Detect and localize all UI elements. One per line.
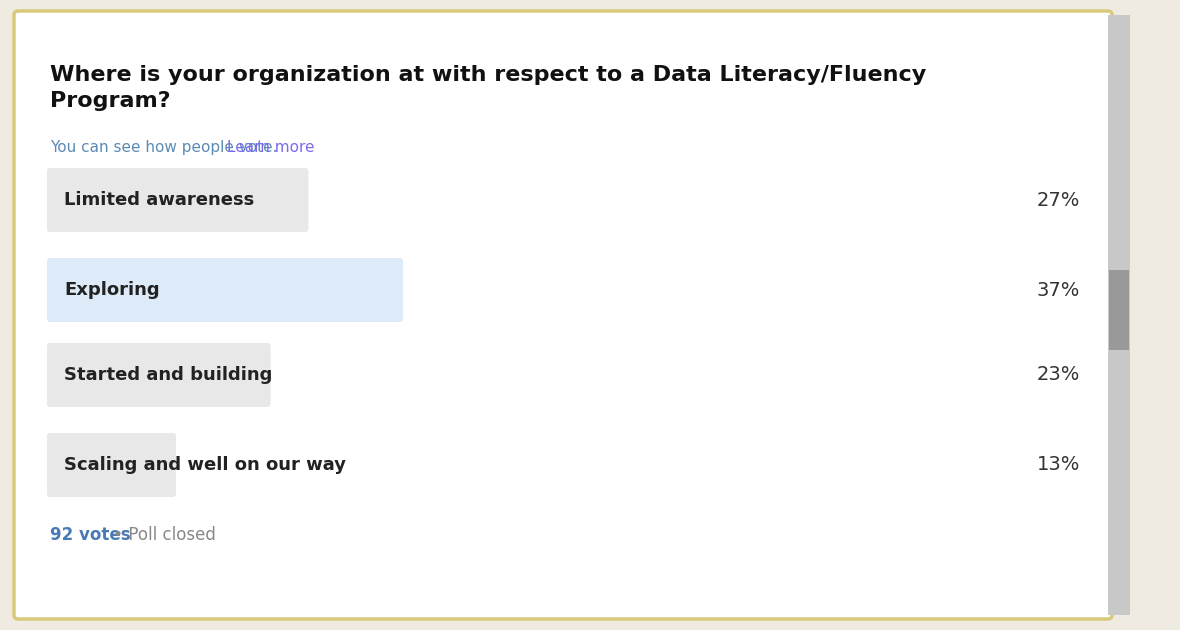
Text: Where is your organization at with respect to a Data Literacy/Fluency
Program?: Where is your organization at with respe… (50, 65, 926, 111)
Text: 23%: 23% (1036, 365, 1080, 384)
Text: Exploring: Exploring (64, 281, 159, 299)
Text: 13%: 13% (1036, 455, 1080, 474)
FancyBboxPatch shape (47, 343, 270, 407)
Text: You can see how people vote.: You can see how people vote. (50, 140, 282, 155)
FancyBboxPatch shape (47, 168, 308, 232)
Text: 27%: 27% (1036, 190, 1080, 210)
Text: Learn more: Learn more (227, 140, 314, 155)
Text: Scaling and well on our way: Scaling and well on our way (64, 456, 346, 474)
Text: 37%: 37% (1036, 280, 1080, 299)
FancyBboxPatch shape (14, 11, 1112, 619)
FancyBboxPatch shape (47, 433, 176, 497)
Text: 92 votes: 92 votes (50, 526, 131, 544)
FancyBboxPatch shape (47, 258, 404, 322)
Text: Started and building: Started and building (64, 366, 273, 384)
Bar (1108, 15, 1130, 615)
Text: Limited awareness: Limited awareness (64, 191, 254, 209)
Text: • Poll closed: • Poll closed (107, 526, 216, 544)
Bar (1109, 270, 1129, 350)
